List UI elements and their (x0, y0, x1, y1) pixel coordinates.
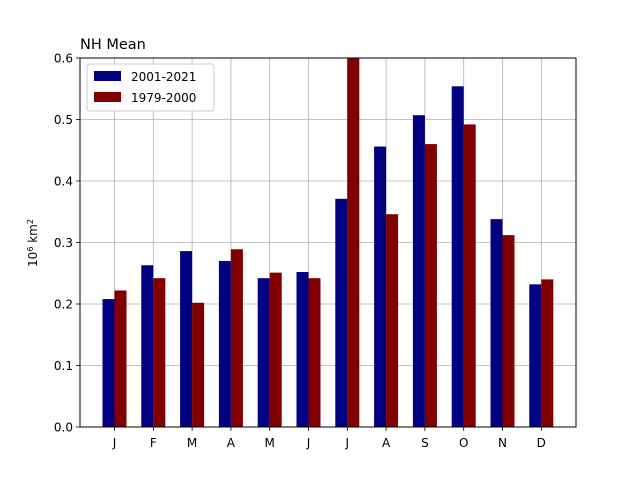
legend-swatch (94, 71, 121, 81)
bar-2001-2021 (490, 219, 503, 427)
bar-1979-2000 (347, 58, 360, 427)
bar-2001-2021 (257, 278, 270, 427)
bar-1979-2000 (308, 278, 321, 427)
x-tick-label: A (382, 436, 391, 450)
bars (102, 58, 554, 428)
y-tick-label: 0.6 (54, 52, 73, 66)
bar-2001-2021 (218, 260, 231, 427)
x-tick-label: D (537, 436, 546, 450)
y-axis-label: 106 km2 (26, 219, 41, 267)
x-tick-label: F (150, 436, 157, 450)
bar-2001-2021 (180, 251, 193, 427)
y-axis-label-unit-exponent: 2 (26, 219, 35, 224)
bar-2001-2021 (374, 146, 387, 427)
y-tick-label: 0.4 (54, 175, 73, 189)
x-tick-label: S (421, 436, 429, 450)
x-tick-label: A (227, 436, 236, 450)
bar-2001-2021 (451, 86, 464, 427)
y-tick-label: 0.3 (54, 236, 73, 250)
x-tick-label: J (306, 436, 311, 450)
bar-2001-2021 (412, 115, 425, 427)
x-tick-label: O (459, 436, 468, 450)
bar-1979-2000 (230, 249, 243, 427)
y-tick-label: 0.1 (54, 359, 73, 373)
legend-label: 2001-2021 (131, 70, 196, 84)
bar-1979-2000 (192, 302, 205, 427)
y-tick-label: 0.2 (54, 298, 73, 312)
x-tick-label: M (187, 436, 197, 450)
bar-1979-2000 (463, 124, 476, 428)
legend-swatch (94, 92, 121, 102)
y-tick-label: 0.0 (54, 421, 73, 435)
x-tick-label: N (498, 436, 507, 450)
x-tick-label: J (345, 436, 350, 450)
y-tick-label: 0.5 (54, 113, 73, 127)
bar-1979-2000 (424, 144, 437, 427)
bar-1979-2000 (269, 272, 282, 427)
bar-1979-2000 (502, 235, 515, 427)
y-axis-label-base: 10 (26, 252, 40, 267)
bar-1979-2000 (541, 279, 554, 427)
bar-2001-2021 (141, 265, 154, 427)
bar-1979-2000 (114, 290, 127, 427)
y-axis: 0.0 0.1 0.2 0.3 0.4 0.5 0.6 (54, 52, 80, 435)
bar-1979-2000 (153, 278, 166, 427)
bar-2001-2021 (296, 272, 309, 427)
y-axis-label-exponent: 6 (26, 247, 35, 252)
legend-label: 1979-2000 (131, 91, 196, 105)
bar-2001-2021 (335, 198, 348, 427)
chart-title: NH Mean (80, 37, 146, 53)
bar-2001-2021 (529, 284, 542, 427)
x-tick-label: J (112, 436, 117, 450)
x-tick-label: M (265, 436, 275, 450)
y-axis-label-unit: km (26, 224, 40, 246)
bar-1979-2000 (386, 214, 399, 427)
legend: 2001-2021 1979-2000 (86, 63, 215, 112)
bar-2001-2021 (102, 299, 115, 427)
